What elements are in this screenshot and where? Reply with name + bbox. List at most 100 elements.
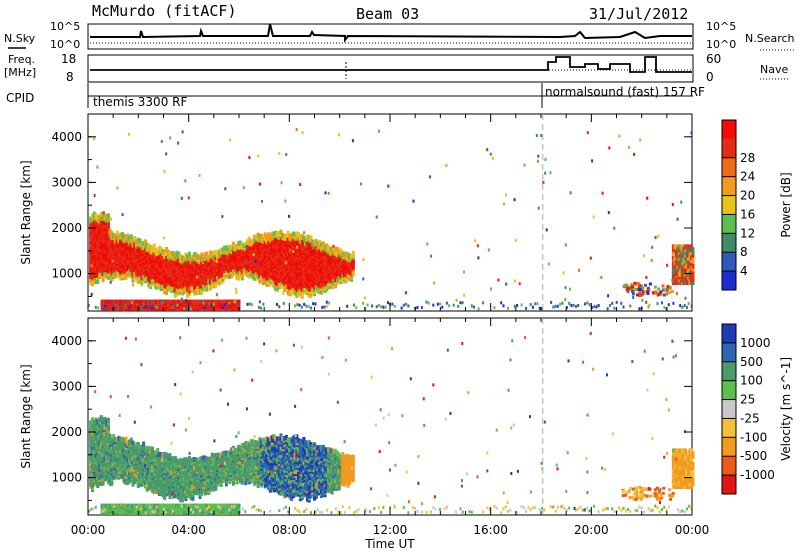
data-cell: [507, 306, 509, 310]
data-cell: [463, 270, 465, 274]
data-cell: [514, 238, 517, 242]
data-cell: [627, 146, 630, 149]
data-cell: [682, 277, 686, 283]
data-cell: [307, 235, 311, 241]
data-cell: [207, 299, 211, 304]
data-cell: [113, 437, 117, 442]
data-cell: [91, 213, 94, 219]
data-cell: [90, 264, 93, 268]
data-cell: [98, 214, 102, 220]
data-cell: [674, 244, 678, 250]
data-cell: [108, 433, 112, 439]
data-cell: [169, 136, 172, 140]
data-cell: [237, 299, 241, 304]
data-cell: [353, 303, 355, 307]
data-cell: [282, 301, 285, 305]
data-cell: [104, 299, 108, 304]
data-cell: [323, 305, 326, 309]
data-cell: [445, 164, 448, 167]
data-cell: [668, 291, 672, 295]
data-cell: [150, 246, 154, 251]
data-cell: [181, 130, 184, 134]
data-cell: [657, 287, 661, 291]
data-cell: [633, 152, 636, 156]
data-cell: [94, 213, 98, 219]
data-cell: [577, 304, 580, 307]
data-cell: [482, 301, 485, 305]
data-cell: [618, 134, 621, 138]
data-cell: [219, 299, 223, 304]
data-cell: [247, 236, 251, 242]
data-cell: [102, 299, 106, 304]
data-cell: [135, 303, 138, 306]
data-cell: [177, 251, 181, 257]
data-cell: [665, 288, 669, 292]
data-cell: [230, 244, 234, 250]
data-cell: [146, 299, 150, 304]
data-cell: [121, 213, 124, 217]
data-cell: [523, 163, 526, 167]
data-cell: [607, 211, 610, 215]
sky-panel: N.Sky 10^5 10^0 10^5 10^0 N.Search: [4, 20, 796, 51]
data-cell: [138, 299, 142, 304]
data-cell: [461, 301, 464, 305]
data-cell: [158, 246, 161, 251]
data-cell: [228, 301, 231, 305]
data-cell: [146, 305, 149, 309]
data-cell: [661, 284, 665, 288]
data-cell: [298, 303, 301, 307]
data-cell: [674, 249, 678, 255]
data-cell: [673, 271, 677, 277]
data-cell: [687, 255, 690, 261]
data-cell: [198, 174, 201, 177]
data-cell: [213, 259, 216, 263]
data-cell: [108, 228, 112, 234]
data-cell: [197, 299, 201, 304]
data-cell: [202, 301, 205, 305]
data-cell: [128, 299, 132, 304]
data-cell: [578, 268, 580, 272]
data-cell: [646, 196, 649, 200]
data-cell: [136, 237, 140, 243]
data-cell: [328, 301, 331, 305]
data-cell: [412, 199, 415, 203]
data-cell: [276, 231, 279, 237]
data-cell: [149, 446, 153, 452]
data-cell: [505, 193, 507, 197]
data-cell: [318, 240, 322, 245]
data-cell: [106, 213, 110, 219]
scatter-cells: [88, 331, 695, 515]
data-cell: [667, 303, 670, 307]
data-cell: [122, 301, 124, 305]
data-cell: [299, 183, 302, 187]
data-cell: [182, 256, 186, 262]
data-cell: [132, 299, 136, 304]
data-cell: [305, 304, 308, 308]
data-cell: [91, 417, 94, 423]
freq-panel: Freq. [MHz] 18 8 60 0 Nave: [4, 52, 790, 84]
data-cell: [620, 301, 623, 305]
data-cell: [455, 298, 458, 302]
data-cell: [337, 248, 341, 254]
data-cell: [120, 299, 124, 304]
data-cell: [93, 137, 96, 141]
data-cell: [639, 293, 643, 297]
data-cell: [645, 275, 648, 279]
data-cell: [281, 232, 285, 238]
data-cell: [691, 271, 695, 277]
data-cell: [288, 214, 291, 218]
data-cell: [284, 234, 288, 239]
data-cell: [691, 252, 695, 258]
data-cell: [294, 304, 297, 308]
data-cell: [427, 301, 430, 305]
data-cell: [650, 258, 653, 262]
data-cell: [613, 306, 616, 310]
data-cell: [514, 279, 516, 283]
data-cell: [666, 285, 670, 289]
data-cell: [177, 299, 181, 304]
data-cell: [323, 244, 327, 250]
data-cell: [643, 254, 646, 258]
data-cell: [260, 306, 263, 310]
data-cell: [387, 184, 390, 188]
data-cell: [268, 233, 272, 239]
